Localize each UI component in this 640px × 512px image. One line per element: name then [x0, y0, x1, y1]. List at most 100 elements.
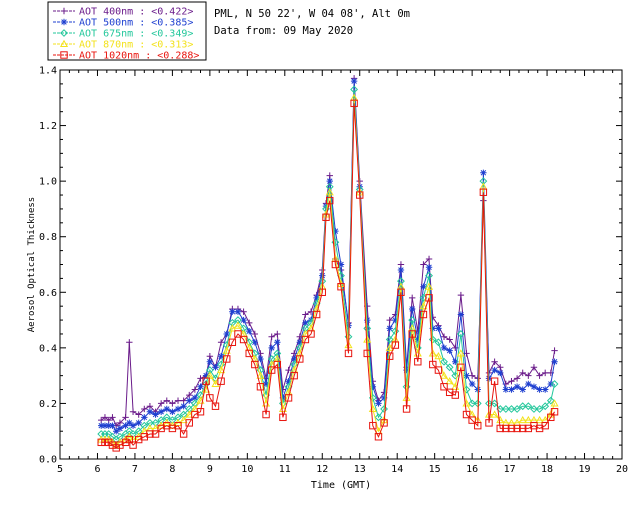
data-point-4: [318, 288, 326, 296]
data-point-1: [174, 405, 182, 413]
data-point-2: [550, 380, 559, 388]
data-point-4: [425, 294, 433, 302]
data-point-4: [414, 358, 422, 366]
data-point-0: [122, 414, 129, 421]
data-point-4: [507, 424, 516, 433]
data-point-3: [550, 399, 559, 407]
data-point-2: [350, 85, 359, 94]
data-point-1: [463, 372, 470, 379]
data-point-1: [326, 177, 333, 185]
data-point-2: [507, 405, 516, 413]
data-point-3: [363, 335, 372, 343]
data-point-0: [206, 352, 214, 360]
y-axis-label: Aerosol Optical Thickness: [27, 197, 37, 332]
data-point-4: [217, 377, 225, 385]
data-point-1: [375, 400, 382, 407]
data-point-1: [403, 366, 410, 374]
data-point-0: [240, 308, 247, 315]
x-tick-label: 13: [354, 464, 366, 475]
data-point-1: [113, 428, 120, 435]
legend-marker: [60, 7, 68, 15]
data-point-0: [98, 416, 105, 424]
data-point-4: [223, 355, 231, 363]
x-tick-label: 11: [279, 464, 291, 475]
data-point-0: [508, 378, 515, 385]
data-point-1: [392, 316, 399, 324]
legend-label: AOT 675nm : <0.349>: [79, 29, 193, 40]
data-point-0: [519, 369, 526, 377]
data-point-2: [468, 399, 477, 408]
data-point-4: [550, 408, 559, 416]
data-point-3: [524, 415, 533, 424]
data-point-3: [185, 410, 194, 418]
data-point-2: [535, 405, 544, 413]
data-point-0: [246, 319, 253, 327]
data-point-4: [440, 383, 448, 391]
data-point-4: [202, 377, 210, 385]
data-point-3: [205, 371, 214, 379]
data-point-0: [191, 386, 199, 393]
data-point-4: [234, 330, 242, 338]
data-point-3: [278, 404, 287, 413]
data-point-0: [530, 364, 538, 371]
data-point-0: [457, 291, 465, 299]
data-point-0: [180, 397, 187, 404]
series-line-0: [100, 78, 556, 427]
data-point-2: [440, 357, 448, 366]
data-point-4: [541, 421, 549, 430]
data-point-4: [408, 330, 416, 338]
data-point-0: [109, 414, 116, 421]
data-point-0: [513, 375, 521, 382]
data-point-2: [501, 405, 510, 413]
x-tick-label: 12: [316, 464, 328, 475]
data-point-3: [233, 321, 243, 329]
data-point-4: [256, 383, 265, 391]
data-point-4: [101, 438, 109, 447]
legend-marker: [60, 18, 68, 26]
data-point-0: [551, 347, 558, 354]
data-point-1: [135, 419, 142, 427]
y-tick-label: 1.0: [39, 177, 57, 188]
data-point-0: [274, 330, 281, 338]
data-point-2: [518, 402, 527, 411]
data-point-1: [169, 408, 176, 415]
data-point-1: [152, 411, 159, 418]
x-axis-label: Time (GMT): [311, 480, 371, 491]
data-point-4: [129, 441, 137, 449]
data-point-3: [424, 282, 434, 290]
data-point-1: [408, 305, 416, 313]
data-point-4: [391, 341, 400, 349]
data-point-4: [273, 360, 282, 369]
data-point-1: [197, 383, 204, 390]
data-point-1: [350, 77, 358, 85]
data-point-1: [212, 364, 219, 371]
x-tick-label: 8: [169, 464, 175, 475]
data-point-2: [434, 338, 443, 347]
data-point-1: [414, 336, 422, 343]
data-point-1: [223, 330, 230, 338]
x-tick-label: 16: [466, 464, 478, 475]
data-point-4: [179, 430, 188, 438]
data-point-3: [385, 343, 394, 351]
data-point-4: [350, 99, 358, 108]
data-point-4: [419, 310, 428, 319]
data-point-1: [296, 339, 303, 346]
x-tick-label: 19: [579, 464, 591, 475]
data-point-4: [296, 355, 304, 363]
data-point-0: [129, 408, 137, 415]
data-point-1: [229, 308, 236, 315]
data-point-4: [326, 196, 334, 205]
data-point-3: [490, 410, 499, 418]
y-tick-label: 1.2: [39, 121, 57, 132]
data-point-1: [290, 355, 298, 363]
data-point-4: [344, 349, 353, 358]
data-point-0: [541, 369, 549, 377]
x-tick-label: 18: [541, 464, 553, 475]
data-point-4: [474, 421, 482, 430]
y-tick-label: 0.6: [39, 288, 57, 299]
data-point-1: [369, 383, 377, 390]
data-point-4: [196, 408, 205, 416]
data-point-0: [440, 333, 448, 340]
data-point-4: [239, 335, 248, 344]
data-point-1: [536, 386, 543, 393]
